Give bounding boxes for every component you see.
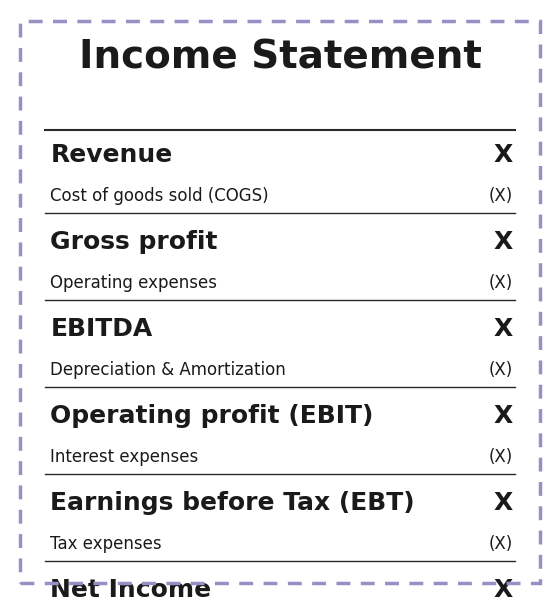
Text: X: X [493, 490, 512, 515]
Text: Cost of goods sold (COGS): Cost of goods sold (COGS) [50, 187, 269, 205]
Text: (X): (X) [488, 361, 512, 379]
Text: X: X [493, 230, 512, 254]
Text: (X): (X) [488, 274, 512, 292]
Text: EBITDA: EBITDA [50, 316, 153, 341]
Text: Tax expenses: Tax expenses [50, 535, 162, 553]
Text: (X): (X) [488, 535, 512, 553]
Text: X: X [493, 316, 512, 341]
Text: (X): (X) [488, 187, 512, 205]
Text: Operating expenses: Operating expenses [50, 274, 217, 292]
Text: X: X [493, 577, 512, 602]
Text: Revenue: Revenue [50, 143, 172, 167]
Text: (X): (X) [488, 448, 512, 466]
Text: Gross profit: Gross profit [50, 230, 218, 254]
Text: Net Income: Net Income [50, 577, 212, 602]
Text: Operating profit (EBIT): Operating profit (EBIT) [50, 403, 374, 428]
Text: Income Statement: Income Statement [78, 39, 482, 76]
Text: Depreciation & Amortization: Depreciation & Amortization [50, 361, 286, 379]
Text: X: X [493, 143, 512, 167]
Text: Interest expenses: Interest expenses [50, 448, 199, 466]
Text: X: X [493, 403, 512, 428]
Text: Earnings before Tax (EBT): Earnings before Tax (EBT) [50, 490, 415, 515]
